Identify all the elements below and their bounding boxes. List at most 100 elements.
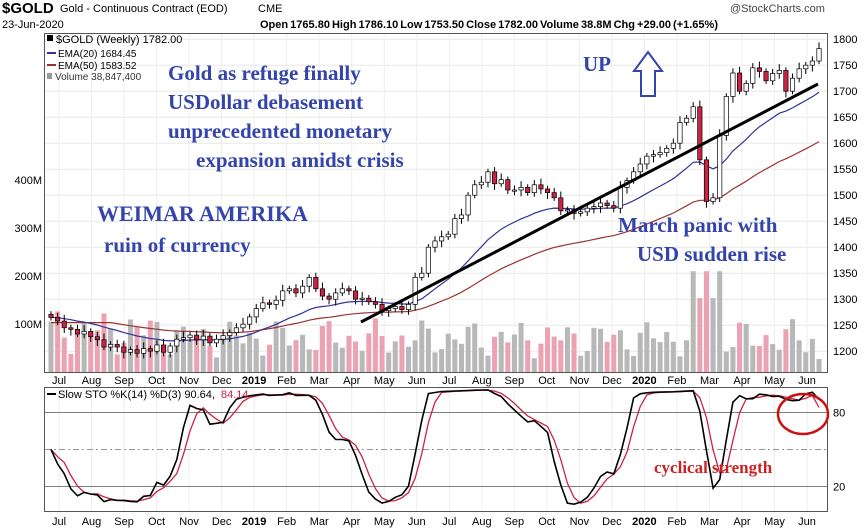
axis-labels: 1200 1250 1300 1350 1400 1450 1500 1550 1600 1650… <box>14 34 857 528</box>
watermark: @StockCharts.com <box>730 3 825 15</box>
candle <box>564 209 570 212</box>
stoch-x-tick-label: Nov <box>570 516 590 528</box>
stoch-legend-prefix: Slow STO %K(14) %D(3) 90.64, <box>58 389 215 401</box>
candle <box>141 348 147 354</box>
candle <box>114 344 120 348</box>
volume-bar <box>432 352 438 372</box>
candle <box>697 106 703 161</box>
candle <box>472 184 478 196</box>
volume-bar <box>498 331 504 372</box>
volume-bar <box>644 322 650 372</box>
price-grid <box>45 34 827 372</box>
candle <box>445 233 451 238</box>
candle <box>207 335 213 344</box>
candle <box>723 96 729 136</box>
volume-bar <box>564 327 570 372</box>
volume-bar <box>650 338 656 372</box>
volume-bar <box>690 271 696 372</box>
volume-bar <box>445 333 451 372</box>
price-tick-label: 1750 <box>833 60 857 72</box>
volume-bar <box>366 333 372 372</box>
volume-bar <box>339 347 345 372</box>
candle <box>240 323 246 329</box>
price-tick-label: 1250 <box>833 320 857 332</box>
candle <box>425 246 431 274</box>
candle <box>280 290 286 301</box>
price-tick-label: 1200 <box>833 346 857 358</box>
volume-bar <box>333 342 339 372</box>
volume-bar <box>776 349 782 372</box>
candle <box>617 187 623 209</box>
x-tick-label: Mar <box>700 375 719 387</box>
volume-bar <box>472 323 478 372</box>
volume-bar <box>372 318 378 372</box>
x-tick-label: Sep <box>505 375 525 387</box>
candle <box>68 327 74 330</box>
candle <box>518 187 524 191</box>
stoch-x-tick-label: Jul <box>442 516 456 528</box>
candle <box>578 211 584 214</box>
price-tick-label: 1550 <box>833 164 857 176</box>
stoch-x-tick-label: Apr <box>343 516 360 528</box>
volume-bar <box>253 338 259 372</box>
candle <box>300 285 306 294</box>
volume-bar <box>743 323 749 372</box>
volume-bar <box>684 340 690 372</box>
x-tick-label: Apr <box>733 375 750 387</box>
volume-bar <box>127 319 133 372</box>
price-tick-label: 1600 <box>833 138 857 150</box>
candle <box>525 187 531 193</box>
candle <box>194 334 200 341</box>
price-tick-label: 1300 <box>833 294 857 306</box>
volume-bar <box>266 344 272 372</box>
candle <box>419 272 425 278</box>
volume-bar <box>717 271 723 372</box>
stoch-x-tick-label: Apr <box>733 516 750 528</box>
volume-bar <box>750 345 756 372</box>
candle <box>703 159 709 202</box>
volume-bar <box>293 340 299 372</box>
annotation-up: UP <box>583 52 611 76</box>
volume-bar <box>300 334 306 372</box>
volume-bar <box>624 349 630 372</box>
svg-text:Slow STO %K(14) %D(3) 90.64,: Slow STO %K(14) %D(3) 90.64, 84.14 <box>58 389 249 401</box>
candle <box>412 277 418 305</box>
candle <box>253 308 259 318</box>
chart-symbol: $GOLD <box>2 0 54 17</box>
stoch-x-tick-label: Sep <box>114 516 134 528</box>
stoch-x-tick-label: Dec <box>212 516 232 528</box>
candle <box>81 331 87 335</box>
candle <box>55 317 61 322</box>
chart-date: 23-Jun-2020 <box>2 19 64 31</box>
volume-bar <box>637 332 643 372</box>
price-tick-label: 1500 <box>833 190 857 202</box>
volume-bar <box>723 351 729 372</box>
volume-bar <box>492 336 498 372</box>
candle <box>458 214 465 219</box>
volume-bar <box>286 345 292 372</box>
volume-bar <box>571 333 577 372</box>
candle <box>717 135 723 199</box>
candle <box>101 339 107 348</box>
candle <box>670 142 676 149</box>
candle <box>796 68 802 79</box>
price-panel <box>44 33 828 373</box>
x-tick-label: Mar <box>310 375 329 387</box>
legend-volume: Volume 38,847,400 <box>55 72 142 83</box>
candle <box>737 72 743 92</box>
annotation-weimar-1: WEIMAR AMERIKA <box>97 201 308 226</box>
candle <box>286 288 292 292</box>
volume-bar <box>439 349 445 372</box>
stoch-legend: Slow STO %K(14) %D(3) 90.64, 84.14 <box>47 389 249 401</box>
volume-bar <box>425 328 431 372</box>
volume-bar <box>525 340 531 372</box>
x-tick-label: Feb <box>667 375 686 387</box>
candle <box>127 349 133 353</box>
candle <box>743 83 749 92</box>
volume-bar <box>55 311 61 372</box>
annotation-refuge-4: expansion amidst crisis <box>196 148 404 172</box>
volume-bar <box>803 352 809 372</box>
volume-bar <box>220 337 226 372</box>
price-tick-label: 1700 <box>833 86 857 98</box>
stoch-x-tick-label: Jul <box>52 516 66 528</box>
